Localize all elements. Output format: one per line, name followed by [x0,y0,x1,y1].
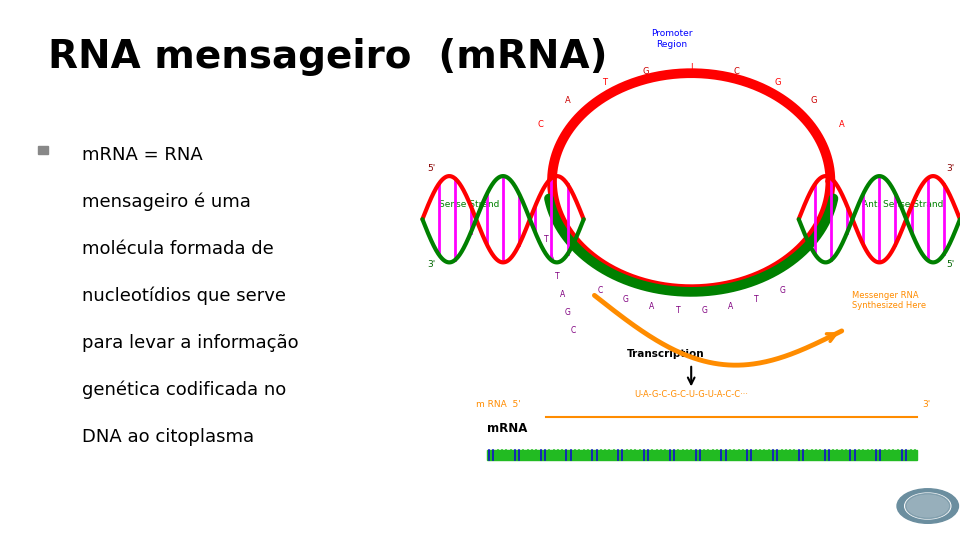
Bar [38,146,48,154]
Text: Transcription: Transcription [627,349,705,359]
Text: U-A-G-C-G-C-U-G-U-A-C-C···: U-A-G-C-G-C-U-G-U-A-C-C··· [635,390,748,399]
Text: C: C [597,286,603,295]
Text: DNA ao citoplasma: DNA ao citoplasma [82,428,253,445]
Text: 5': 5' [947,260,954,269]
Text: G: G [702,306,708,315]
Text: para levar a informação: para levar a informação [82,334,299,352]
Text: 3': 3' [428,260,436,269]
Text: nucleotídios que serve: nucleotídios que serve [82,287,286,305]
Text: C: C [570,326,576,335]
Text: mRNA: mRNA [487,422,527,435]
Text: A: A [728,302,733,310]
Text: A: A [649,302,655,310]
Text: A: A [549,253,554,262]
Text: A: A [565,97,571,105]
Text: Messenger RNA
Synthesized Here: Messenger RNA Synthesized Here [852,291,926,310]
Text: G: G [811,97,818,105]
Text: G: G [780,286,785,295]
Text: T: T [543,235,548,244]
Text: m RNA  5': m RNA 5' [476,400,521,409]
Text: mensageiro é uma: mensageiro é uma [82,193,251,211]
Bar [487,450,917,460]
Circle shape [905,494,949,518]
Text: 5': 5' [428,164,436,173]
Text: A: A [839,120,845,129]
Text: 3': 3' [923,400,930,409]
Text: G: G [775,78,781,87]
Text: genética codificada no: genética codificada no [82,381,286,399]
Text: RNA mensageiro  (mRNA): RNA mensageiro (mRNA) [48,38,608,76]
Text: G: G [643,67,649,76]
Text: Sense Strand: Sense Strand [439,199,499,208]
Text: Anti Sense Strand: Anti Sense Strand [862,199,944,208]
Text: A: A [560,290,564,299]
Text: T: T [555,272,559,281]
Text: T: T [755,295,758,303]
Text: T: T [602,78,607,87]
Circle shape [904,493,950,519]
Text: C: C [733,67,739,76]
Text: C: C [538,120,543,129]
Text: 3': 3' [947,164,954,173]
Text: G: G [564,308,570,317]
Text: G: G [623,295,629,303]
Text: I: I [690,63,692,72]
Text: molécula formada de: molécula formada de [82,240,274,258]
Text: mRNA = RNA: mRNA = RNA [82,146,203,164]
Text: Promoter
Region: Promoter Region [651,30,693,49]
Circle shape [897,489,958,523]
Text: T: T [676,306,681,315]
